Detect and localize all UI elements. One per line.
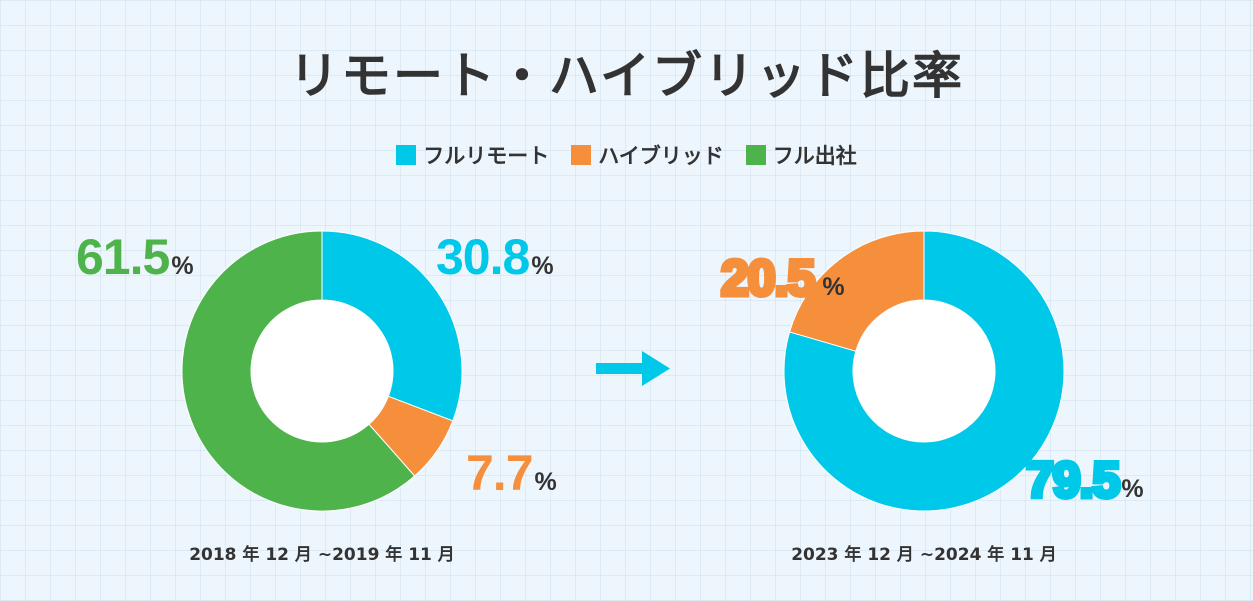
data-label-value: 79.5 bbox=[1023, 452, 1122, 508]
data-label-full-office-2019: 61.5% bbox=[76, 232, 194, 282]
legend-swatch-hybrid bbox=[571, 145, 592, 165]
legend-item-full-remote: フルリモート bbox=[396, 140, 549, 170]
donut-chart-2018-2019 bbox=[181, 230, 463, 512]
data-label-value: 20.5 bbox=[718, 250, 817, 306]
period-label-2023-2024: 2023 年 12 月 ~2024 年 11 月 bbox=[791, 545, 1057, 565]
period-label-2018-2019: 2018 年 12 月 ~2019 年 11 月 bbox=[189, 545, 455, 565]
donut-chart-2023-2024 bbox=[783, 230, 1065, 512]
data-label-unit: % bbox=[822, 273, 845, 301]
data-label-value: 61.5 bbox=[76, 229, 170, 285]
data-label-full-remote-2019: 30.8% bbox=[436, 232, 554, 282]
data-label-hybrid-2024: 20.5% bbox=[718, 250, 845, 306]
legend-swatch-full-office bbox=[745, 145, 766, 165]
data-label-value: 30.8 bbox=[436, 229, 530, 285]
legend-label-full-office: フル出社 bbox=[772, 144, 857, 168]
legend-swatch-full-remote bbox=[396, 145, 417, 165]
data-label-unit: % bbox=[1121, 475, 1144, 503]
data-label-hybrid-2019: 7.7% bbox=[466, 448, 557, 498]
data-label-unit: % bbox=[534, 468, 557, 496]
legend-item-hybrid: ハイブリッド bbox=[571, 140, 724, 170]
data-label-full-remote-2024: 79.5% bbox=[1023, 452, 1144, 508]
donut-hole bbox=[251, 300, 393, 442]
chart-title: リモート・ハイブリッド比率 bbox=[289, 47, 964, 105]
right-arrow-icon bbox=[596, 351, 670, 386]
data-label-unit: % bbox=[531, 252, 554, 280]
legend: フルリモート ハイブリッド フル出社 bbox=[0, 140, 1253, 170]
data-label-unit: % bbox=[171, 252, 194, 280]
legend-label-full-remote: フルリモート bbox=[423, 144, 550, 168]
donut-hole bbox=[853, 300, 995, 442]
legend-item-full-office: フル出社 bbox=[745, 140, 857, 170]
data-label-value: 7.7 bbox=[466, 445, 534, 501]
legend-label-hybrid: ハイブリッド bbox=[598, 144, 724, 168]
